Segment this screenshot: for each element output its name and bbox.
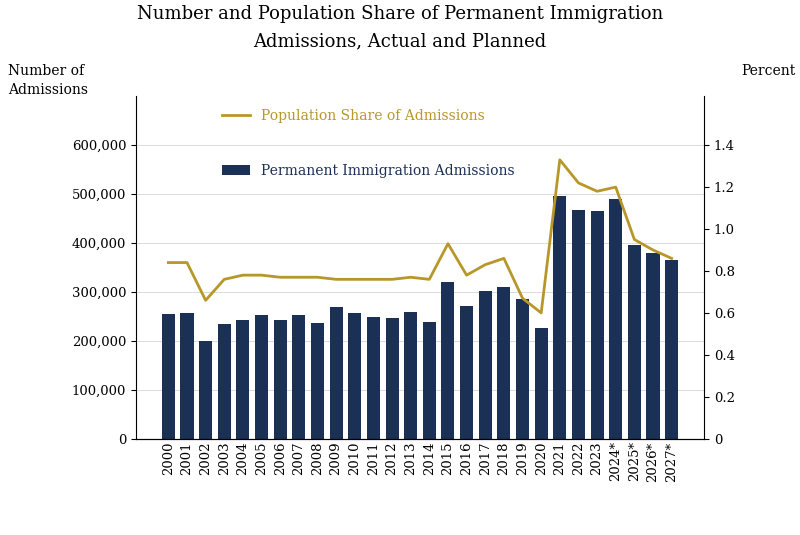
Population Share of Admissions	[238, 272, 248, 278]
Population Share of Admissions	[313, 274, 322, 280]
Bar	[404, 311, 418, 439]
Population Share of Admissions	[163, 259, 173, 266]
Population Share of Admissions	[294, 274, 304, 280]
Bar	[255, 315, 268, 439]
Bar	[442, 282, 454, 439]
Bar	[292, 315, 306, 439]
Bar	[610, 199, 622, 439]
Bar	[460, 305, 473, 439]
Population Share of Admissions	[201, 297, 210, 303]
Bar	[572, 210, 585, 439]
Population Share of Admissions	[443, 241, 453, 247]
Bar	[628, 246, 641, 439]
Bar	[236, 320, 250, 439]
Population Share of Admissions	[331, 276, 341, 282]
Bar	[330, 307, 342, 439]
Population Share of Admissions	[630, 236, 639, 243]
Bar	[162, 314, 175, 439]
Population Share of Admissions	[219, 276, 229, 282]
Bar	[367, 317, 380, 439]
Bar	[554, 196, 566, 439]
Population Share of Admissions	[592, 188, 602, 195]
Population Share of Admissions	[574, 180, 583, 186]
Bar	[478, 291, 492, 439]
Population Share of Admissions	[499, 255, 509, 262]
Bar	[348, 313, 362, 439]
Bar	[274, 320, 286, 439]
Bar	[590, 211, 604, 439]
Population Share of Admissions	[275, 274, 285, 280]
Bar	[218, 324, 230, 439]
Legend: Permanent Immigration Admissions: Permanent Immigration Admissions	[217, 158, 521, 183]
Text: Percent: Percent	[742, 64, 796, 78]
Bar	[498, 287, 510, 439]
Text: Admissions, Actual and Planned: Admissions, Actual and Planned	[254, 32, 546, 50]
Population Share of Admissions	[182, 259, 192, 266]
Population Share of Admissions	[481, 262, 490, 268]
Bar	[422, 322, 436, 439]
Bar	[199, 341, 212, 439]
Population Share of Admissions	[462, 272, 471, 278]
Population Share of Admissions	[536, 310, 546, 316]
Population Share of Admissions	[425, 276, 434, 282]
Population Share of Admissions	[611, 184, 621, 190]
Bar	[386, 318, 398, 439]
Bar	[181, 314, 194, 439]
Bar	[516, 299, 529, 439]
Population Share of Admissions	[350, 276, 359, 282]
Bar	[665, 260, 678, 439]
Population Share of Admissions	[518, 295, 527, 301]
Population Share of Admissions	[648, 247, 658, 253]
Text: Number and Population Share of Permanent Immigration: Number and Population Share of Permanent…	[137, 5, 663, 24]
Bar	[646, 253, 659, 439]
Text: Number of
Admissions: Number of Admissions	[8, 64, 88, 97]
Population Share of Admissions	[667, 255, 677, 262]
Population Share of Admissions	[257, 272, 266, 278]
Population Share of Admissions	[369, 276, 378, 282]
Line: Population Share of Admissions: Population Share of Admissions	[168, 160, 672, 313]
Bar	[311, 323, 324, 439]
Population Share of Admissions	[555, 157, 565, 163]
Bar	[534, 328, 548, 439]
Population Share of Admissions	[387, 276, 397, 282]
Population Share of Admissions	[406, 274, 415, 280]
